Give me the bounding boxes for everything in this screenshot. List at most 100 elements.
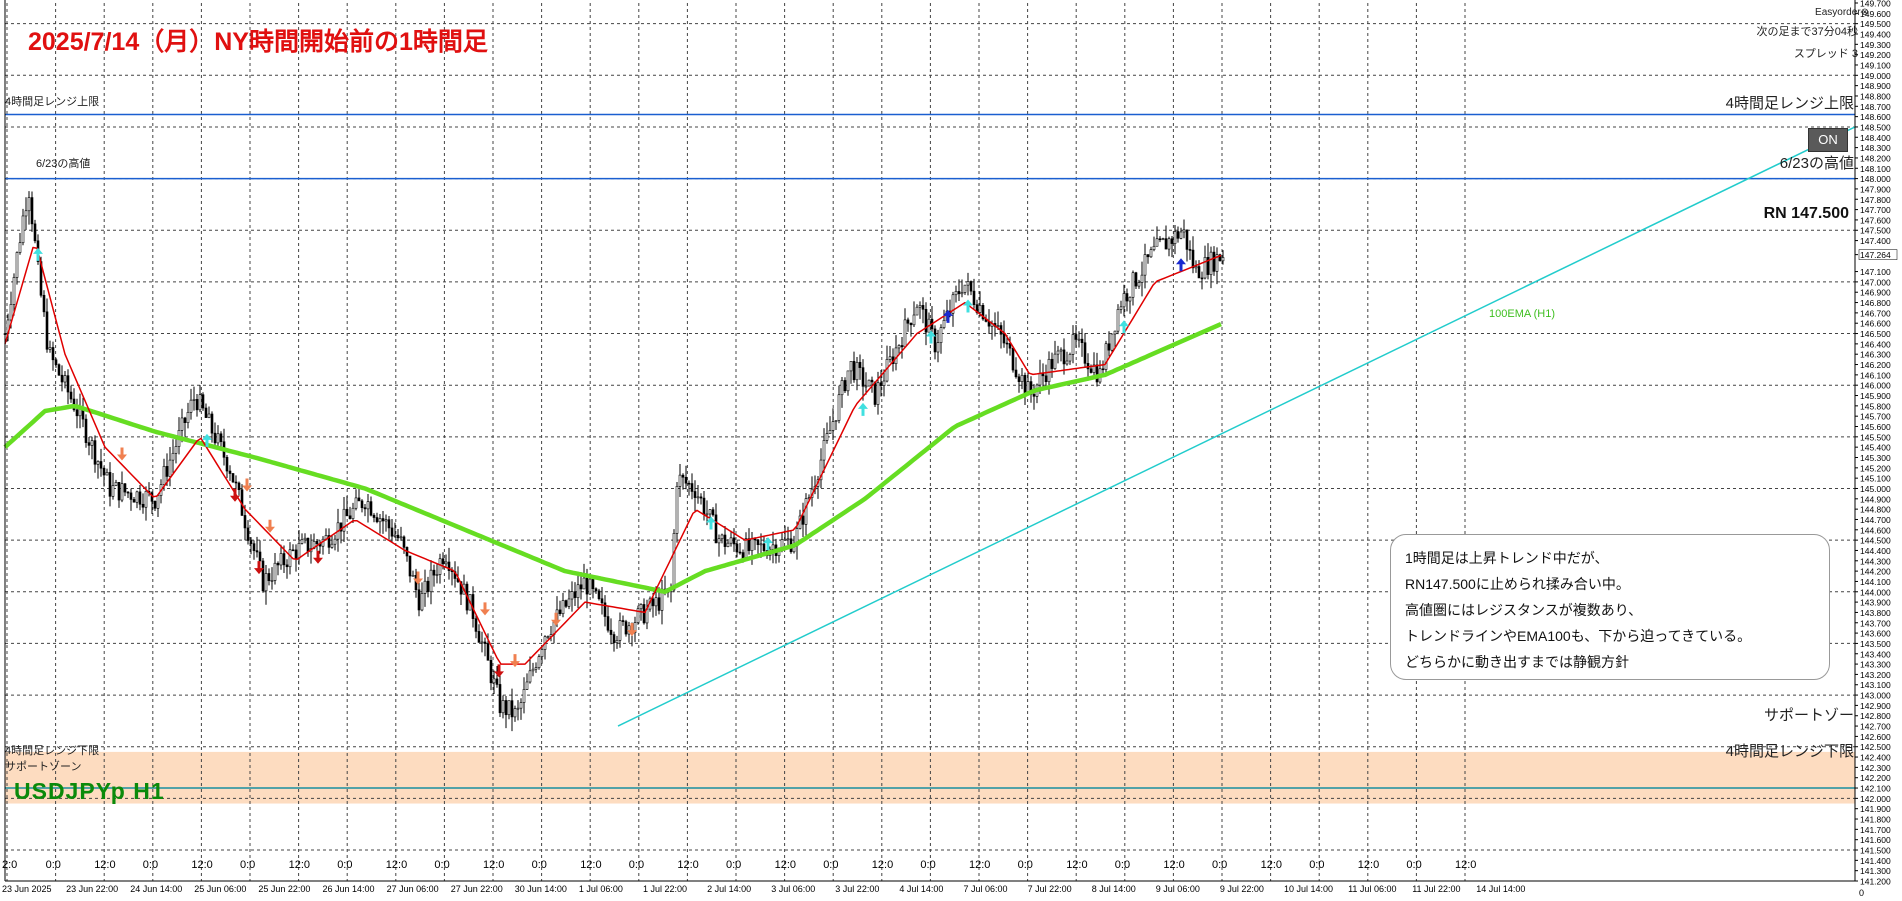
candle (135, 490, 139, 509)
sell-signal-arrow (254, 561, 264, 575)
price-tick-label: 145.700 (1860, 412, 1891, 422)
time-tick-label-date: 27 Jun 22:00 (451, 884, 503, 894)
candle (1167, 236, 1171, 257)
candle-body (936, 342, 940, 353)
callout-line-5: どちらかに動き出すまでは静観方針 (1405, 654, 1629, 670)
candle-body (1083, 342, 1087, 364)
candle-body (213, 432, 217, 444)
candle (1209, 246, 1213, 289)
candle (279, 544, 283, 570)
candle (168, 446, 172, 487)
candle (567, 589, 571, 610)
candle-body (435, 574, 439, 576)
candle-body (720, 534, 724, 540)
time-tick-label: 12:0 (775, 859, 796, 871)
candle-body (108, 472, 112, 497)
price-tick-label: 146.400 (1860, 339, 1891, 349)
candle-body (951, 294, 955, 314)
candle (438, 553, 442, 584)
candle (372, 513, 376, 523)
buy-signal-arrow (202, 433, 212, 447)
candle-body (888, 356, 892, 360)
candle-body (735, 543, 739, 553)
easyorder-label[interactable]: Easyorder⊗ (1815, 7, 1869, 18)
candle (822, 428, 826, 473)
on-button[interactable]: ON (1808, 128, 1848, 152)
candle (1164, 225, 1168, 250)
price-tick-label: 142.600 (1860, 732, 1891, 742)
candle-body (255, 550, 259, 553)
candle-body (1176, 231, 1180, 239)
candle-body (582, 577, 586, 590)
candle-body (1095, 364, 1099, 383)
buy-signal-arrow (926, 330, 936, 344)
price-tick-label: 143.200 (1860, 670, 1891, 680)
candle-body (399, 536, 403, 539)
candle (153, 500, 157, 511)
candle (219, 431, 223, 447)
candle (297, 529, 301, 565)
time-tick-label-date: 11 Jul 06:00 (1348, 884, 1396, 894)
candle (525, 673, 529, 691)
candle-body (540, 649, 544, 657)
candle (522, 677, 526, 714)
candle-body (678, 474, 682, 487)
candle-body (753, 538, 757, 541)
candle (1143, 243, 1147, 289)
time-tick-label: 0:0 (1018, 859, 1033, 871)
candle (426, 576, 430, 598)
candle (1116, 304, 1120, 335)
candle-body (693, 491, 697, 498)
ema100-line (3, 322, 1222, 595)
candle (498, 674, 502, 718)
candle (1176, 226, 1180, 243)
price-tick-label: 146.700 (1860, 308, 1891, 318)
price-tick-label: 147.600 (1860, 215, 1891, 225)
price-tick-label: 147.000 (1860, 277, 1891, 287)
candle-body (933, 328, 937, 353)
candle (936, 329, 940, 363)
candle (87, 436, 91, 456)
sell-signal-arrow (480, 602, 490, 616)
candle (249, 537, 253, 555)
candle (603, 595, 607, 627)
candle-body (1011, 347, 1015, 371)
candle-body (1119, 306, 1123, 310)
candle (480, 631, 484, 653)
candle (1122, 284, 1126, 317)
candle (60, 365, 64, 392)
candle (411, 570, 415, 577)
candle (327, 528, 331, 554)
candle-body (264, 573, 268, 592)
candle (897, 344, 901, 354)
candle (492, 670, 496, 694)
candle-body (480, 641, 484, 644)
candle-body (69, 391, 73, 400)
range-upper-label-left: 4時間足レンジ上限 (5, 96, 100, 108)
candle-body (711, 509, 715, 516)
candle-body (135, 491, 139, 503)
candle-body (1158, 238, 1162, 241)
candle-body (561, 600, 565, 614)
candle-body (54, 359, 58, 365)
candle (255, 536, 259, 558)
candle-body (282, 553, 286, 566)
time-tick-label-date: 4 Jul 14:00 (899, 884, 943, 894)
candle-body (642, 604, 646, 624)
candle (27, 191, 31, 225)
candle (870, 376, 874, 393)
price-tick-label: 144.300 (1860, 556, 1891, 566)
candle (45, 298, 49, 353)
price-tick-label: 146.300 (1860, 350, 1891, 360)
candle-body (834, 420, 838, 422)
sell-signal-arrow (494, 664, 504, 678)
candle (1002, 320, 1006, 348)
candle-body (330, 543, 334, 548)
candle (93, 435, 97, 473)
candle (786, 526, 790, 548)
candle-body (495, 678, 499, 685)
candle-body (846, 370, 850, 392)
price-tick-label: 145.200 (1860, 463, 1891, 473)
candle-body (396, 534, 400, 539)
